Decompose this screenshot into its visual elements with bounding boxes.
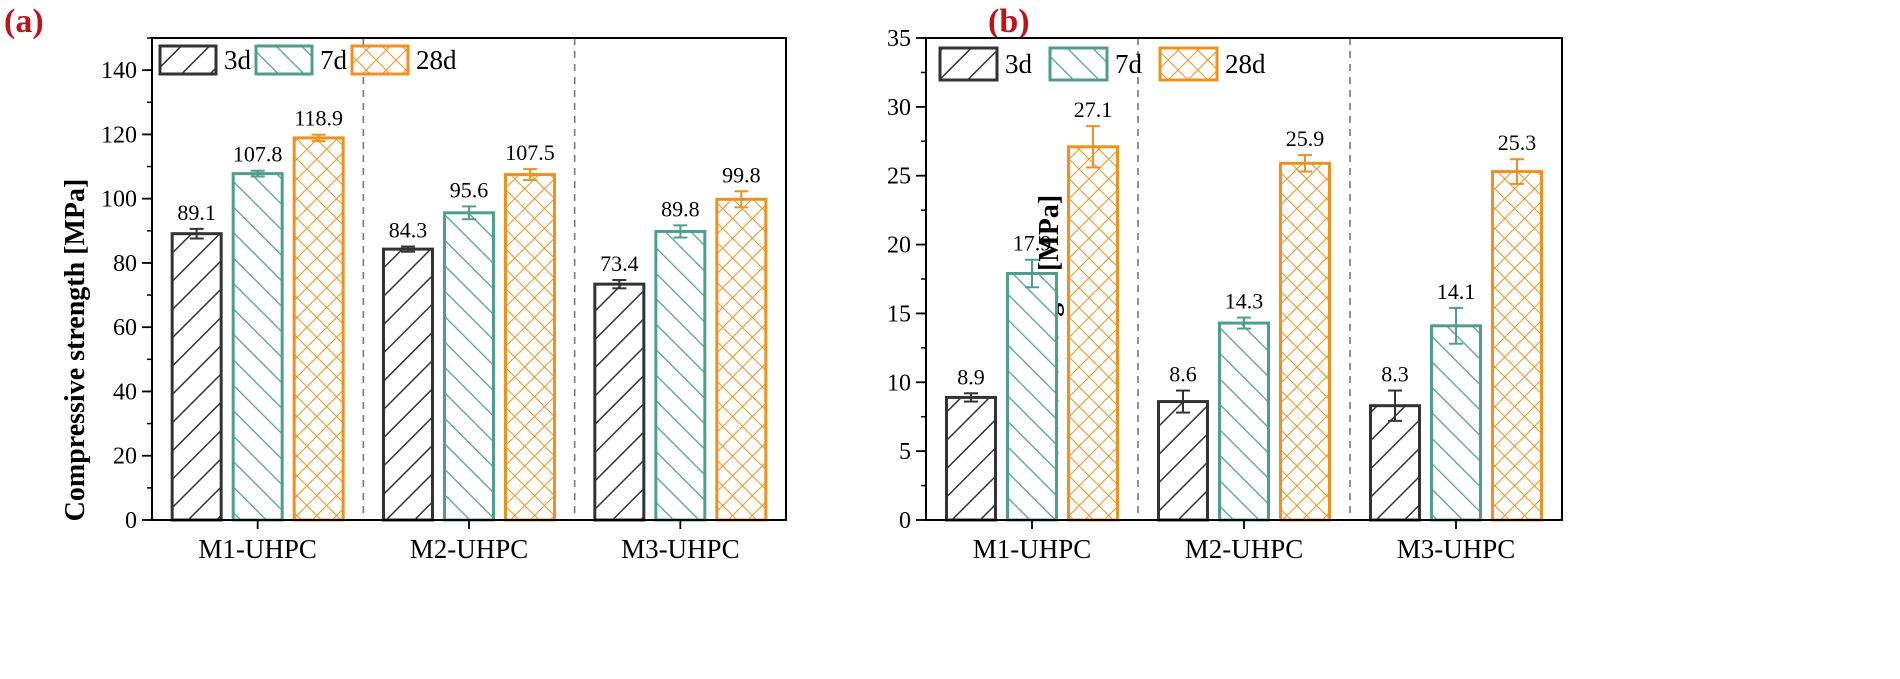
- plot-frame: [925, 37, 1563, 521]
- value-label: 99.8: [722, 162, 761, 187]
- value-label: 107.8: [233, 142, 283, 167]
- y-axis-title: Compressive strength [MPa]: [60, 179, 91, 522]
- y-tick-label: 60: [113, 315, 137, 341]
- plot-frame: [151, 37, 787, 521]
- value-label: 14.1: [1437, 279, 1476, 304]
- value-label: 27.1: [1074, 97, 1113, 122]
- x-tick-label: M2-UHPC: [1185, 534, 1304, 564]
- legend-swatch-28d: [1158, 46, 1219, 82]
- y-tick-label: 40: [113, 379, 137, 405]
- x-tick-label: M3-UHPC: [621, 534, 740, 564]
- legend-label: 7d: [320, 45, 348, 75]
- bar-28d: [292, 136, 345, 522]
- bar-7d: [1006, 271, 1058, 522]
- value-label: 89.1: [177, 200, 216, 225]
- legend-swatch-3d: [938, 46, 999, 82]
- panel-b: (b) Flexural strength [MPa] 051015202530…: [887, 3, 1563, 564]
- value-label: 84.3: [389, 218, 428, 243]
- bar-28d: [1491, 170, 1543, 522]
- legend-swatch-28d: [350, 44, 410, 76]
- bar-28d: [504, 173, 556, 522]
- legend-label: 28d: [416, 45, 457, 75]
- legend-label: 7d: [1115, 49, 1143, 79]
- x-tick-label: M2-UHPC: [410, 534, 529, 564]
- bar-3d: [945, 395, 997, 522]
- bar-7d: [231, 172, 284, 522]
- bar-3d: [593, 282, 646, 522]
- value-label: 89.8: [661, 196, 700, 221]
- value-label: 17.9: [1013, 231, 1052, 256]
- legend-swatch-7d: [254, 44, 314, 76]
- value-label: 14.3: [1225, 289, 1264, 314]
- x-tick-label: M3-UHPC: [1397, 534, 1516, 564]
- y-tick-label: 20: [113, 444, 137, 470]
- y-tick-label: 100: [101, 187, 137, 213]
- y-tick-label: 140: [101, 58, 137, 84]
- bar-28d: [1279, 161, 1331, 522]
- value-label: 107.5: [505, 140, 555, 165]
- legend-label: 3d: [224, 45, 252, 75]
- panel-a-label: (a): [4, 3, 44, 40]
- bar-7d: [1218, 321, 1270, 522]
- legend-swatch-7d: [1048, 46, 1109, 82]
- y-tick-label: 30: [887, 95, 911, 121]
- y-tick-label: 35: [887, 26, 911, 52]
- value-label: 8.6: [1169, 362, 1197, 387]
- bar-3d: [382, 247, 434, 522]
- bar-28d: [1067, 145, 1119, 522]
- y-tick-label: 20: [887, 233, 911, 259]
- value-label: 118.9: [294, 106, 343, 131]
- y-tick-label: 15: [887, 301, 911, 327]
- bar-3d: [1369, 404, 1421, 522]
- bar-7d: [654, 229, 707, 522]
- value-label: 73.4: [600, 251, 639, 276]
- x-tick-label: M1-UHPC: [198, 534, 317, 564]
- value-label: 25.9: [1286, 126, 1325, 151]
- y-tick-label: 120: [101, 122, 137, 148]
- legend-label: 3d: [1005, 49, 1033, 79]
- y-tick-label: 5: [899, 439, 911, 465]
- x-tick-label: M1-UHPC: [973, 534, 1092, 564]
- panel-b-plot: 0 5 10 15 20 25 30 35 8.9 8.6 8.3 17.9 14.3 14.1 27.1 2…: [887, 26, 1563, 564]
- y-tick-label: 10: [887, 370, 911, 396]
- bar-7d: [443, 211, 495, 522]
- value-label: 95.6: [450, 177, 489, 202]
- value-label: 8.3: [1381, 362, 1409, 387]
- y-tick-label: 80: [113, 251, 137, 277]
- y-tick-label: 25: [887, 164, 911, 190]
- y-tick-label: 0: [899, 508, 911, 534]
- legend-swatch-3d: [158, 44, 218, 76]
- value-label: 25.3: [1498, 130, 1537, 155]
- bar-3d: [1157, 400, 1209, 522]
- y-tick-label: 0: [125, 508, 137, 534]
- value-label: 8.9: [957, 364, 985, 389]
- bar-7d: [1430, 324, 1482, 522]
- panel-a-plot: 0 20 40 60 80 100 120 140 89.1 84.3 73.4 107.8 95.6 8…: [101, 37, 787, 564]
- legend-label: 28d: [1225, 49, 1266, 79]
- bar-28d: [715, 197, 768, 522]
- panel-a: (a) Compressive strength [MPa] 0 20 40 60 80…: [4, 3, 787, 564]
- bar-3d: [170, 232, 223, 522]
- panel-b-label: (b): [988, 3, 1030, 40]
